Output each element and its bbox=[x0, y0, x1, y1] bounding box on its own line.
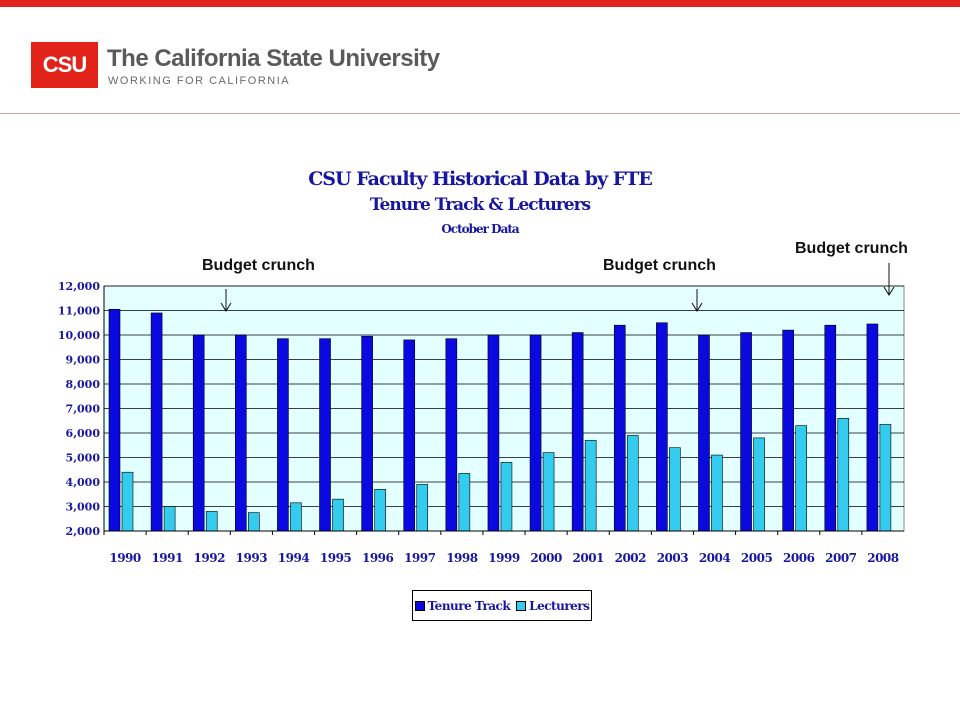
bar-tenure-track bbox=[782, 329, 794, 532]
y-tick-label: 10,000 bbox=[58, 329, 100, 342]
bar-tenure-track bbox=[108, 308, 121, 532]
top-accent-bar bbox=[0, 0, 960, 7]
x-tick-label: 1990 bbox=[109, 551, 141, 565]
bar-tenure-track bbox=[656, 322, 668, 532]
bar-lecturers bbox=[458, 473, 471, 532]
x-tick-label: 2008 bbox=[867, 551, 899, 565]
university-tagline: WORKING FOR CALIFORNIA bbox=[108, 75, 291, 87]
bar-lecturers bbox=[837, 417, 850, 532]
bar-lecturers bbox=[500, 462, 513, 532]
x-tick-label: 1997 bbox=[404, 551, 436, 565]
y-tick-label: 11,000 bbox=[58, 305, 100, 318]
legend-item-lecturers: Lecturers bbox=[516, 598, 590, 613]
bar-lecturers bbox=[669, 447, 681, 532]
bar-tenure-track bbox=[529, 334, 542, 532]
bar-lecturers bbox=[711, 454, 723, 532]
annotation-budget-crunch-1: Budget crunch bbox=[202, 257, 315, 274]
bar-tenure-track bbox=[571, 332, 584, 532]
bar-tenure-track bbox=[445, 338, 458, 532]
bar-lecturers bbox=[795, 425, 807, 532]
chart-legend: Tenure Track Lecturers bbox=[412, 590, 592, 621]
university-title: The California State University bbox=[107, 45, 440, 72]
bar-lecturers bbox=[542, 452, 555, 532]
annotation-budget-crunch-3: Budget crunch bbox=[795, 240, 908, 257]
legend-label-tenure-track: Tenure Track bbox=[427, 598, 511, 613]
bar-tenure-track bbox=[150, 312, 163, 532]
x-tick-label: 1996 bbox=[362, 551, 394, 565]
bar-lecturers bbox=[248, 512, 260, 532]
y-tick-label: 5,000 bbox=[66, 452, 101, 465]
y-tick-label: 4,000 bbox=[66, 476, 101, 489]
x-tick-label: 2002 bbox=[615, 551, 647, 565]
x-tick-label: 1994 bbox=[278, 551, 310, 565]
x-tick-label: 1991 bbox=[151, 551, 183, 565]
bar-lecturers bbox=[163, 506, 176, 532]
y-tick-label: 9,000 bbox=[66, 354, 101, 367]
bar-tenure-track bbox=[235, 334, 247, 532]
chart-title: CSU Faculty Historical Data by FTE bbox=[308, 168, 653, 190]
bar-tenure-track bbox=[403, 339, 416, 532]
x-tick-label: 1993 bbox=[236, 551, 268, 565]
bar-tenure-track bbox=[361, 335, 373, 532]
x-tick-label: 2001 bbox=[573, 551, 605, 565]
bar-lecturers bbox=[753, 437, 765, 532]
arrow-icon bbox=[691, 289, 703, 312]
y-tick-label: 2,000 bbox=[66, 525, 101, 538]
y-tick-label: 6,000 bbox=[66, 427, 101, 440]
y-tick-label: 8,000 bbox=[66, 378, 101, 391]
x-tick-label: 1999 bbox=[488, 551, 520, 565]
chart-subtitle: Tenure Track & Lecturers bbox=[369, 195, 591, 215]
arrow-icon bbox=[220, 289, 232, 312]
header-divider bbox=[0, 113, 960, 114]
x-tick-label: 1998 bbox=[446, 551, 478, 565]
bar-tenure-track bbox=[740, 332, 752, 532]
bar-tenure-track bbox=[866, 323, 879, 532]
x-tick-label: 2003 bbox=[657, 551, 689, 565]
legend-swatch-tenure-track bbox=[414, 600, 425, 611]
y-tick-label: 3,000 bbox=[66, 501, 101, 514]
bar-lecturers bbox=[290, 502, 302, 532]
bar-lecturers bbox=[121, 471, 134, 532]
bar-tenure-track bbox=[277, 338, 289, 532]
bar-tenure-track bbox=[824, 324, 837, 532]
bar-tenure-track bbox=[487, 334, 500, 532]
bar-tenure-track bbox=[698, 334, 710, 532]
legend-label-lecturers: Lecturers bbox=[529, 598, 590, 613]
x-tick-label: 2006 bbox=[783, 551, 815, 565]
bar-tenure-track bbox=[192, 334, 205, 532]
bar-lecturers bbox=[205, 511, 218, 532]
bar-tenure-track bbox=[319, 338, 331, 532]
bar-lecturers bbox=[626, 435, 639, 532]
bar-tenure-track bbox=[613, 324, 626, 532]
x-tick-label: 1992 bbox=[194, 551, 226, 565]
x-tick-label: 2000 bbox=[530, 551, 562, 565]
annotation-budget-crunch-2: Budget crunch bbox=[603, 257, 716, 274]
bar-lecturers bbox=[416, 484, 429, 532]
chart-subtitle-small: October Data bbox=[441, 222, 519, 236]
y-tick-label: 7,000 bbox=[66, 403, 101, 416]
bar-lecturers bbox=[374, 489, 386, 532]
y-tick-label: 12,000 bbox=[58, 280, 100, 293]
x-tick-label: 2005 bbox=[741, 551, 773, 565]
x-tick-label: 2007 bbox=[825, 551, 857, 565]
legend-item-tenure-track: Tenure Track bbox=[414, 598, 511, 613]
bar-lecturers bbox=[332, 498, 344, 532]
x-tick-label: 1995 bbox=[320, 551, 352, 565]
arrow-icon bbox=[883, 263, 895, 296]
bar-lecturers bbox=[879, 424, 892, 532]
csu-logo: CSU bbox=[31, 42, 98, 88]
x-tick-label: 2004 bbox=[699, 551, 731, 565]
bar-lecturers bbox=[584, 440, 597, 532]
legend-swatch-lecturers bbox=[516, 600, 527, 611]
